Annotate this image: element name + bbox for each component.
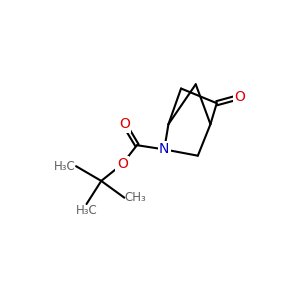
Text: N: N bbox=[159, 142, 169, 156]
Text: H₃C: H₃C bbox=[76, 204, 98, 217]
Text: O: O bbox=[234, 90, 245, 104]
Text: CH₃: CH₃ bbox=[124, 191, 146, 204]
Text: O: O bbox=[117, 157, 128, 171]
Text: O: O bbox=[119, 117, 130, 131]
Text: H₃C: H₃C bbox=[54, 160, 76, 173]
